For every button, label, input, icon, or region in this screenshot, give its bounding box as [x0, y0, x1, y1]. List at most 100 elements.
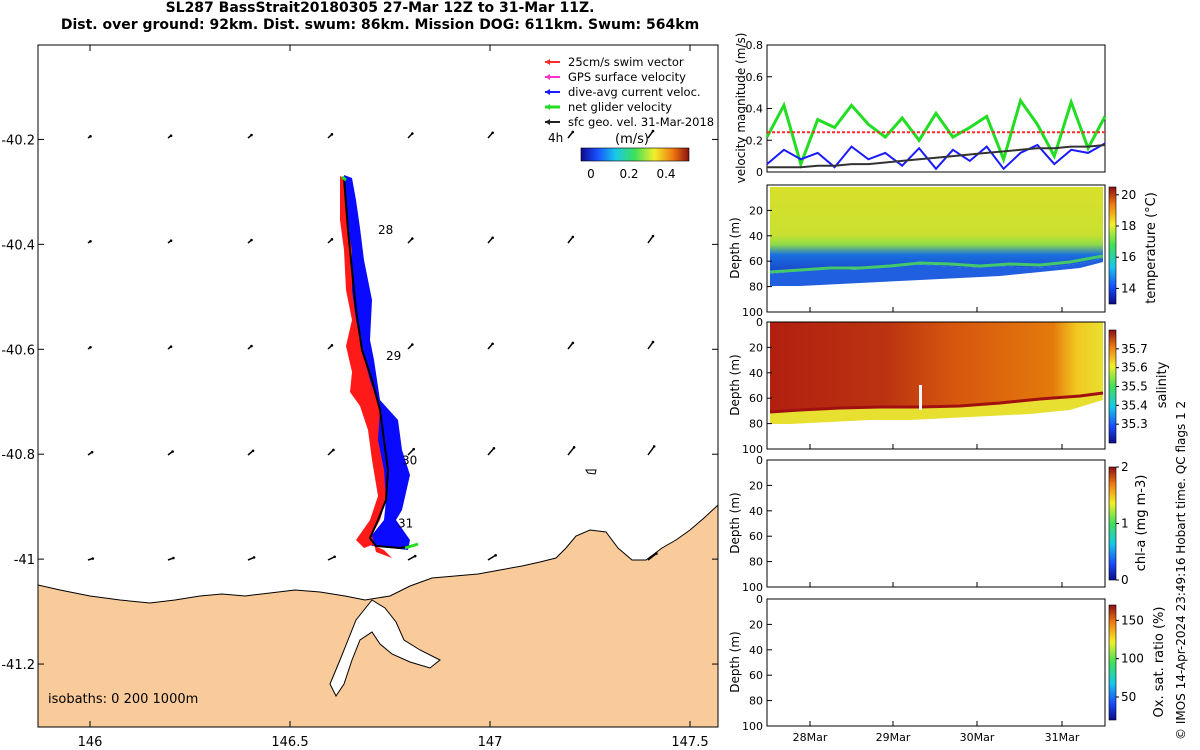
legend-arrowhead: [545, 74, 550, 80]
cb-tick-label: 18: [1121, 219, 1136, 233]
day-labels: 28 29 30 31: [378, 223, 417, 531]
current-arrow-head: [572, 446, 576, 449]
current-arrow-head: [252, 556, 256, 559]
current-arrow-head: [411, 237, 414, 240]
oxygen-colorbar-ticks: 150 100 50: [1116, 613, 1144, 704]
isobaths-note: isobaths: 0 200 1000m: [48, 692, 198, 707]
current-arrow-head: [651, 129, 655, 133]
chla-axes: [766, 459, 1106, 588]
temperature-green-transition: [769, 254, 1104, 274]
current-arrow-head: [494, 553, 497, 557]
salinity-gap: [919, 385, 922, 410]
temperature-panel: 20 40 60 80 100 Depth (m) 20 18 16 14 temperatu…: [728, 184, 1159, 319]
current-arrow-head: [571, 235, 575, 239]
salinity-dark-layer: [769, 391, 1104, 414]
current-arrow: [647, 130, 654, 139]
current-arrow: [567, 342, 574, 350]
map-panel: 28 29 30 31 146 146.5 147 147.5 -40.2 -40.4 -40.6…: [1, 44, 719, 750]
colorbar-tick-2: 0.4: [656, 167, 675, 181]
current-arrow-head: [250, 238, 253, 242]
oxygen-panel: 0 20 40 60 80 100 Depth (m) 150 100 50 Ox. sat.…: [728, 593, 1167, 733]
cb-tick-label: 0: [1121, 573, 1129, 587]
current-arrow-head: [169, 134, 173, 138]
current-arrow-head: [413, 554, 417, 558]
chla-colorbar: [1108, 466, 1117, 581]
map-xtick-label: 146: [78, 735, 103, 750]
current-arrow-head: [491, 131, 494, 135]
date-tick-label: 31Mar: [1045, 731, 1080, 744]
surface-current-arrows: [87, 129, 658, 561]
cb-tick-label: 100: [1121, 652, 1144, 666]
chla-cb-label: chl-a (mg m-3): [1134, 475, 1149, 572]
salinity-cb-label: salinity: [1155, 361, 1170, 408]
cb-tick-label: 35.5: [1121, 380, 1148, 394]
depth-tick-label: 100: [742, 720, 763, 733]
depth-tick-label: 100: [742, 306, 763, 319]
vel-series-line: [765, 97, 1107, 169]
dive-avg-current-band: [344, 175, 410, 550]
current-arrow-head: [89, 135, 92, 138]
legend-arrowhead: [545, 59, 550, 65]
depth-tick-label: 60: [749, 255, 763, 268]
current-arrow: [647, 552, 657, 561]
salinity-ticks: 0 20 40 60 80 100: [742, 316, 772, 456]
current-arrow-head: [651, 234, 655, 238]
depth-tick-label: 20: [749, 618, 763, 631]
map-ytick-label: -40.6: [1, 343, 35, 358]
current-arrow-head: [91, 557, 95, 560]
current-arrow-head: [491, 236, 494, 240]
depth-tick-label: 100: [742, 443, 763, 456]
oxygen-cb-label: Ox. sat. ratio (%): [1152, 607, 1167, 718]
date-tick-label: 28Mar: [793, 731, 828, 744]
depth-tick-label: 20: [749, 204, 763, 217]
cb-tick-label: 50: [1121, 690, 1136, 704]
depth-tick-label: 60: [749, 530, 763, 543]
colorbar-note: 4h: [548, 131, 563, 145]
map-ytick-label: -41: [14, 553, 35, 568]
vel-series-line: [767, 144, 1106, 169]
vel-ytick-label: 0.2: [746, 134, 764, 147]
current-arrow-head: [411, 132, 414, 135]
cb-tick-label: 150: [1121, 613, 1144, 627]
cb-tick-label: 35.6: [1121, 361, 1148, 375]
map-ytick-label: -40.8: [1, 448, 35, 463]
track-start-green: [341, 175, 347, 182]
colorbar-units: (m/s): [615, 132, 649, 147]
chla-panel: 0 20 40 60 80 100 Depth (m) 2 1 0 chl-a (mg m-3…: [728, 454, 1149, 594]
legend-arrowhead: [545, 119, 550, 125]
legend-label: sfc geo. vel. 31-Mar-2018: [568, 115, 714, 129]
map-frame: [37, 44, 719, 728]
net-glider-track-line: [343, 177, 417, 550]
current-arrow-head: [651, 340, 655, 344]
legend-label: dive-avg current veloc.: [568, 85, 701, 99]
current-arrow: [487, 554, 497, 561]
legend-label: 25cm/s swim vector: [568, 55, 684, 69]
map-axis-ticks: 146 146.5 147 147.5 -40.2 -40.4 -40.6 -40.8 -41 -…: [1, 45, 718, 750]
current-arrow-head: [89, 346, 92, 349]
depth-tick-label: 80: [749, 281, 763, 294]
temperature-field: [770, 187, 1103, 274]
salinity-bottom-layer: [770, 394, 1103, 424]
current-arrow-head: [492, 446, 496, 450]
temperature-ylabel: Depth (m): [728, 217, 742, 278]
temperature-bottom-layer: [770, 258, 1103, 286]
temperature-colorbar: [1108, 186, 1117, 305]
vel-ytick-label: 0.6: [746, 71, 764, 84]
date-axis-ticks: 28Mar 29Mar 30Mar 31Mar: [793, 307, 1080, 744]
oxygen-axes: [766, 598, 1106, 727]
depth-tick-label: 40: [749, 230, 763, 243]
map-ytick-label: -40.4: [1, 238, 35, 253]
temperature-ticks: 20 40 60 80 100: [742, 204, 772, 319]
current-arrow-head: [169, 239, 173, 243]
current-arrow: [647, 341, 654, 350]
depth-tick-label: 0: [756, 316, 763, 329]
salinity-field: [770, 322, 1103, 412]
current-arrow-head: [411, 343, 414, 346]
title-line-1: SL287 BassStrait20180305 27-Mar 12Z to 3…: [165, 0, 595, 16]
footer-copyright: © IMOS 14-Apr-2024 23:49:16 Hobart time.…: [1174, 401, 1188, 740]
salinity-ylabel: Depth (m): [728, 354, 742, 415]
map-xtick-label: 147.5: [671, 735, 708, 750]
current-arrow: [487, 447, 495, 456]
oxygen-ylabel: Depth (m): [728, 631, 742, 692]
current-arrow-head: [250, 133, 253, 137]
